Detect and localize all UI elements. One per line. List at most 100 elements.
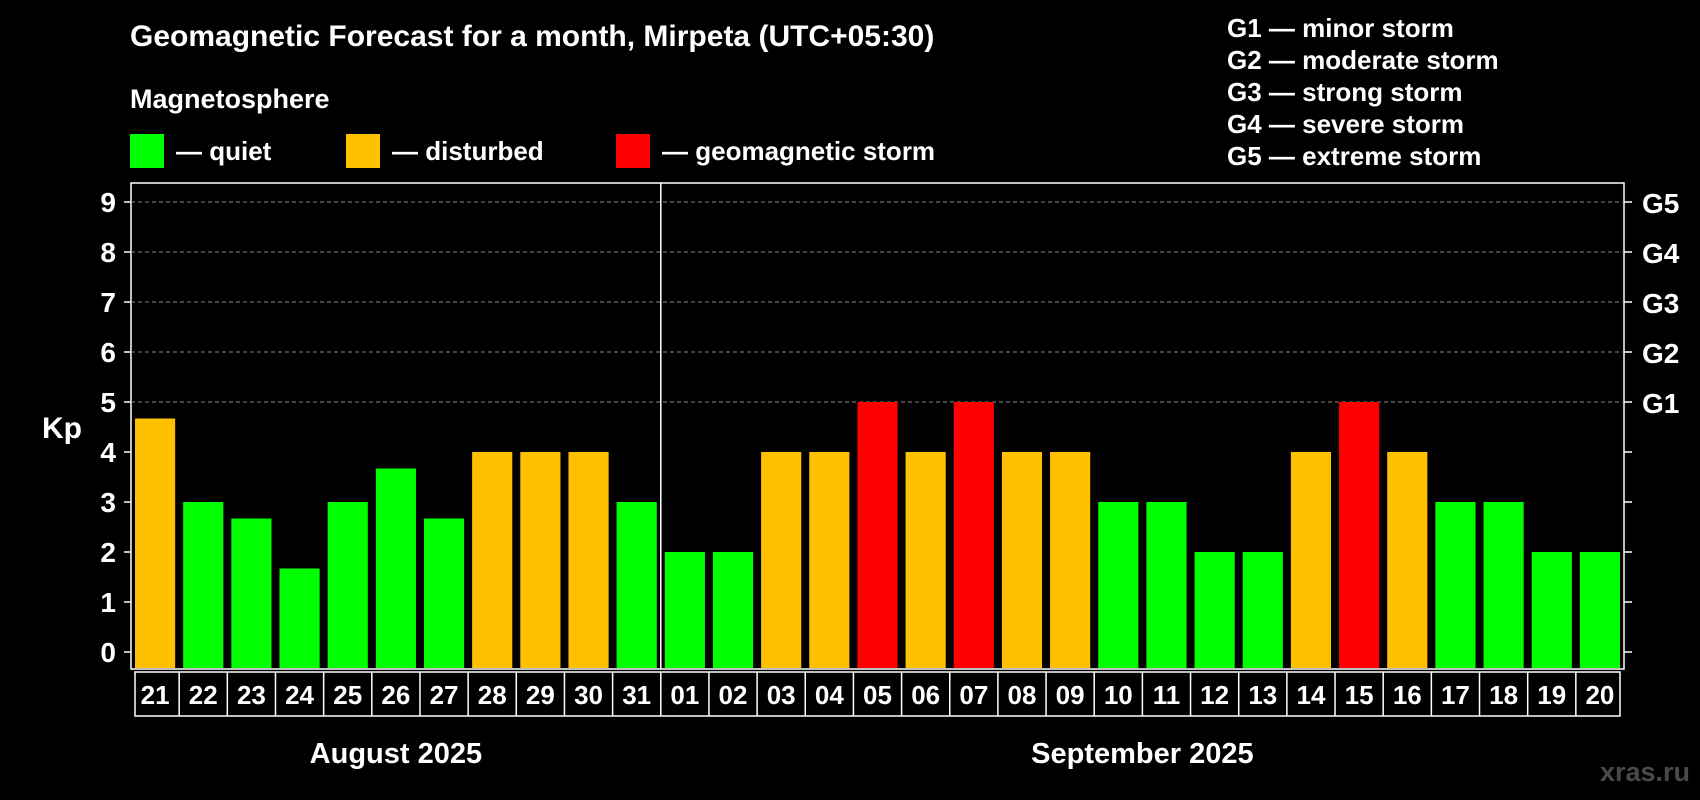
date-label: 19 [1537, 680, 1566, 710]
y-tick-label: 3 [100, 487, 116, 518]
y-tick-label: 9 [100, 187, 116, 218]
date-label: 12 [1200, 680, 1229, 710]
date-label: 25 [333, 680, 362, 710]
date-label: 04 [815, 680, 844, 710]
legend-disturbed-swatch [346, 134, 380, 168]
date-label: 26 [381, 680, 410, 710]
kp-bar [1339, 402, 1380, 668]
legend-storm-swatch [616, 134, 650, 168]
kp-bar [1387, 452, 1428, 668]
date-label: 27 [430, 680, 459, 710]
watermark: xras.ru [1599, 757, 1690, 787]
y-tick-label: 4 [100, 437, 116, 468]
kp-bar [761, 452, 802, 668]
date-label: 03 [767, 680, 796, 710]
month-label: September 2025 [1031, 738, 1253, 770]
date-label: 14 [1296, 680, 1325, 710]
date-label: 18 [1489, 680, 1518, 710]
kp-bar [327, 502, 368, 668]
kp-bar [1098, 502, 1139, 668]
date-label: 15 [1345, 680, 1374, 710]
kp-bar [857, 402, 898, 668]
date-label: 20 [1585, 680, 1614, 710]
g-axis-label: G5 [1642, 188, 1679, 219]
legend-heading: Magnetosphere [130, 84, 330, 114]
kp-bar [135, 418, 176, 668]
date-label: 09 [1056, 680, 1085, 710]
kp-bar [279, 568, 320, 668]
kp-bar [1242, 552, 1283, 668]
date-label: 17 [1441, 680, 1470, 710]
g-scale-g2: G2 — moderate storm [1227, 45, 1499, 75]
date-label: 02 [719, 680, 748, 710]
kp-bar [1001, 452, 1043, 668]
legend-quiet-swatch [130, 134, 164, 168]
date-label: 06 [911, 680, 940, 710]
g-scale-g3: G3 — strong storm [1227, 77, 1463, 107]
date-label: 01 [670, 680, 699, 710]
date-row-frame [134, 671, 1621, 717]
g-scale-g1: G1 — minor storm [1227, 13, 1454, 43]
legend-quiet: — quiet [130, 134, 271, 168]
kp-bar [231, 518, 272, 668]
g-axis-label: G4 [1642, 238, 1680, 269]
y-tick-label: 0 [100, 637, 116, 668]
kp-bar [1146, 502, 1187, 668]
g-scale-g4: G4 — severe storm [1227, 109, 1465, 139]
y-tick-label: 8 [100, 237, 116, 268]
g-scale-legend: G1 — minor storm G2 — moderate storm G3 … [1227, 12, 1499, 172]
date-label: 21 [141, 680, 170, 710]
date-label: 24 [285, 680, 314, 710]
kp-bar [423, 518, 465, 668]
y-axis-label: Kp [42, 412, 82, 445]
kp-bar [1435, 502, 1476, 668]
legend-quiet-label: — quiet [176, 135, 272, 166]
kp-bar [1194, 552, 1235, 668]
date-label: 07 [959, 680, 988, 710]
kp-bar [1290, 452, 1332, 668]
kp-bar [953, 402, 994, 668]
month-label: August 2025 [310, 738, 482, 770]
date-label: 08 [1008, 680, 1037, 710]
g-axis-label: G3 [1642, 288, 1679, 319]
legend-storm-label: — geomagnetic storm [662, 135, 936, 166]
kp-bar [568, 452, 609, 668]
date-label: 10 [1104, 680, 1133, 710]
plot-frame [130, 182, 1625, 670]
kp-bar [472, 452, 513, 668]
kp-bar [1050, 452, 1091, 668]
date-label: 28 [478, 680, 507, 710]
kp-bar [712, 552, 754, 668]
kp-bar [664, 552, 705, 668]
kp-bar [1579, 552, 1620, 668]
g-axis-label: G1 [1642, 388, 1679, 419]
date-label: 05 [863, 680, 892, 710]
y-tick-label: 6 [100, 337, 116, 368]
legend-storm: — geomagnetic storm [616, 134, 935, 168]
chart-title: Geomagnetic Forecast for a month, Mirpet… [130, 20, 935, 53]
date-label: 22 [189, 680, 218, 710]
kp-bar [183, 502, 224, 668]
y-tick-label: 7 [100, 287, 116, 318]
kp-bar [905, 452, 946, 668]
kp-bar [1531, 552, 1572, 668]
date-label: 13 [1248, 680, 1277, 710]
y-tick-label: 2 [100, 537, 116, 568]
kp-bar [520, 452, 561, 668]
legend-disturbed-label: — disturbed [392, 135, 544, 166]
kp-bar [1483, 502, 1524, 668]
kp-bar [809, 452, 850, 668]
date-label: 11 [1153, 680, 1181, 710]
date-label: 31 [622, 680, 651, 710]
date-label: 16 [1393, 680, 1422, 710]
kp-bar [375, 468, 416, 668]
g-axis-label: G2 [1642, 338, 1679, 369]
legend-disturbed: — disturbed [346, 134, 544, 168]
y-tick-label: 5 [100, 387, 116, 418]
date-label: 30 [574, 680, 603, 710]
g-scale-g5: G5 — extreme storm [1227, 141, 1482, 171]
date-label: 23 [237, 680, 266, 710]
kp-bar [616, 502, 657, 668]
date-label: 29 [526, 680, 555, 710]
